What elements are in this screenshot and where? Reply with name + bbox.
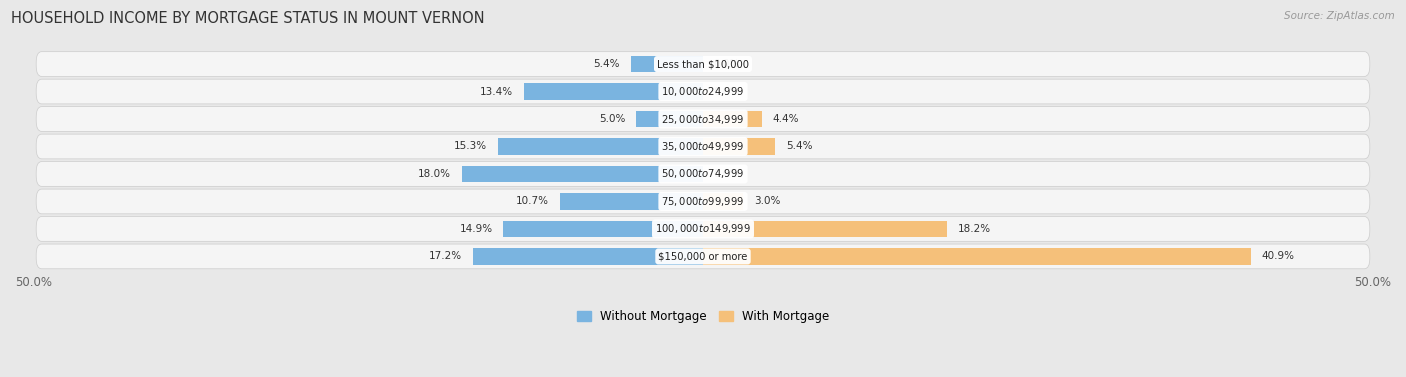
Bar: [636, 111, 703, 127]
Text: 5.4%: 5.4%: [593, 59, 620, 69]
Bar: [560, 193, 703, 210]
Text: 13.4%: 13.4%: [479, 87, 513, 97]
Text: HOUSEHOLD INCOME BY MORTGAGE STATUS IN MOUNT VERNON: HOUSEHOLD INCOME BY MORTGAGE STATUS IN M…: [11, 11, 485, 26]
Text: $10,000 to $24,999: $10,000 to $24,999: [661, 85, 745, 98]
FancyBboxPatch shape: [37, 189, 1369, 214]
FancyBboxPatch shape: [37, 52, 1369, 77]
FancyBboxPatch shape: [37, 162, 1369, 186]
Bar: [703, 111, 762, 127]
Text: $100,000 to $149,999: $100,000 to $149,999: [655, 222, 751, 236]
Text: 14.9%: 14.9%: [460, 224, 492, 234]
Text: $150,000 or more: $150,000 or more: [658, 251, 748, 261]
Bar: [703, 248, 1251, 265]
Bar: [703, 221, 946, 237]
Bar: [523, 83, 703, 100]
Text: 0.0%: 0.0%: [714, 169, 740, 179]
FancyBboxPatch shape: [37, 107, 1369, 131]
Text: 4.4%: 4.4%: [773, 114, 799, 124]
Text: 10.7%: 10.7%: [516, 196, 548, 207]
Text: 40.9%: 40.9%: [1261, 251, 1295, 261]
Text: Source: ZipAtlas.com: Source: ZipAtlas.com: [1284, 11, 1395, 21]
Text: 0.0%: 0.0%: [714, 59, 740, 69]
Bar: [703, 193, 744, 210]
Text: $50,000 to $74,999: $50,000 to $74,999: [661, 167, 745, 181]
Text: 18.2%: 18.2%: [957, 224, 991, 234]
Text: Less than $10,000: Less than $10,000: [657, 59, 749, 69]
Text: 0.0%: 0.0%: [714, 87, 740, 97]
FancyBboxPatch shape: [37, 134, 1369, 159]
Bar: [463, 166, 703, 182]
Bar: [503, 221, 703, 237]
Text: 17.2%: 17.2%: [429, 251, 463, 261]
FancyBboxPatch shape: [37, 244, 1369, 269]
Legend: Without Mortgage, With Mortgage: Without Mortgage, With Mortgage: [572, 305, 834, 328]
Text: 3.0%: 3.0%: [754, 196, 780, 207]
FancyBboxPatch shape: [37, 216, 1369, 241]
Text: 15.3%: 15.3%: [454, 141, 488, 152]
Bar: [631, 56, 703, 72]
FancyBboxPatch shape: [37, 79, 1369, 104]
Text: 5.4%: 5.4%: [786, 141, 813, 152]
Bar: [498, 138, 703, 155]
Text: $75,000 to $99,999: $75,000 to $99,999: [661, 195, 745, 208]
Bar: [703, 138, 775, 155]
Text: $35,000 to $49,999: $35,000 to $49,999: [661, 140, 745, 153]
Text: $25,000 to $34,999: $25,000 to $34,999: [661, 112, 745, 126]
Text: 5.0%: 5.0%: [599, 114, 626, 124]
Text: 18.0%: 18.0%: [418, 169, 451, 179]
Bar: [472, 248, 703, 265]
